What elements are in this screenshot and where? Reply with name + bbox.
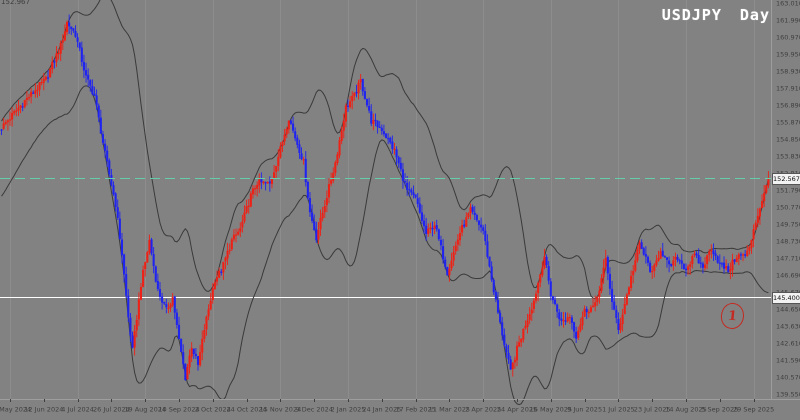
chart-title: USDJPY Day	[661, 6, 770, 24]
bid-price-label: 152.567	[772, 173, 800, 185]
hline-price-label: 145.400	[772, 292, 800, 304]
annotation-number: 1	[727, 308, 738, 324]
corner-price-label: 152.967	[1, 0, 30, 6]
